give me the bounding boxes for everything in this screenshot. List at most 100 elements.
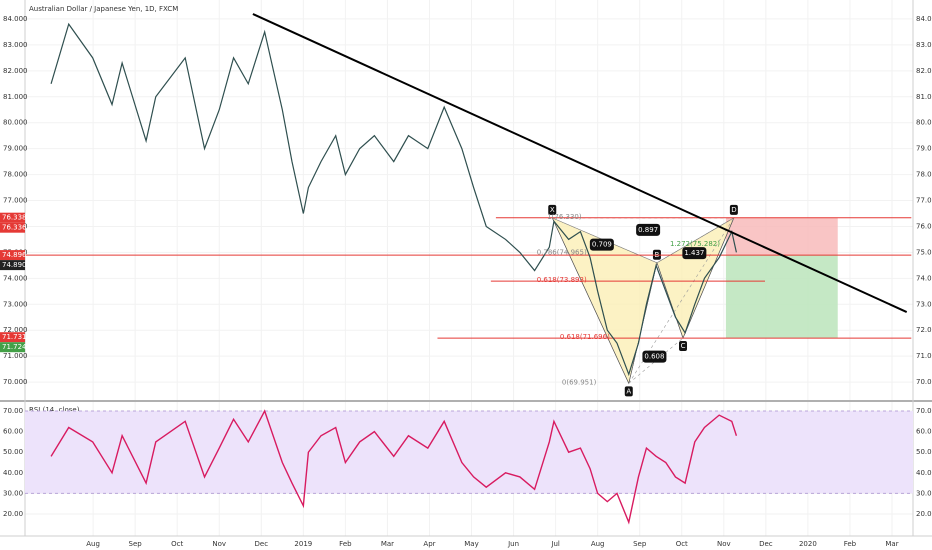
y-tick-label-right: 71.000: [916, 352, 932, 360]
y-tick-label-right: 70.000: [916, 378, 932, 386]
y-tick-label-right: 72.000: [916, 326, 932, 334]
x-tick-label: Mar: [381, 540, 394, 548]
y-tick-label: 70.00: [3, 407, 23, 415]
chart-title: Australian Dollar / Japanese Yen, 1D, FX…: [29, 5, 178, 13]
fib-label: 0.786(74.965): [537, 249, 587, 257]
x-tick-label: Nov: [717, 540, 731, 548]
pattern-point-box: [624, 386, 633, 397]
y-tick-label-right: 79.000: [916, 145, 932, 153]
fib-label: 1.272(75.282): [670, 240, 720, 248]
y-tick-label-right: 50.00: [916, 448, 932, 456]
ratio-box: [636, 223, 661, 236]
y-tick-label-right: 75.000: [916, 248, 932, 256]
y-tick-label: 84.000: [3, 15, 28, 23]
y-tick-label-right: 76.000: [916, 222, 932, 230]
x-tick-label: Apr: [423, 540, 435, 548]
x-tick-label: 2020: [799, 540, 817, 548]
y-tick-label-right: 84.000: [916, 15, 932, 23]
price-tag: [0, 332, 25, 343]
pattern-point-box: [679, 341, 688, 352]
y-tick-label-right: 30.00: [916, 489, 932, 497]
pattern-point-box: [548, 204, 557, 215]
x-tick-label: Feb: [844, 540, 857, 548]
x-tick-label: Jul: [550, 540, 560, 548]
x-tick-label: Mar: [885, 540, 898, 548]
price-line: [50, 22, 737, 377]
y-tick-label: 80.000: [3, 119, 28, 127]
y-tick-label-right: 80.000: [916, 119, 932, 127]
price-tag: [0, 342, 25, 353]
y-tick-label: 40.00: [3, 469, 23, 477]
x-tick-label: Oct: [171, 540, 183, 548]
y-tick-label: 74.000: [3, 274, 28, 282]
x-tick-label: 2019: [294, 540, 312, 548]
y-tick-label-right: 81.000: [916, 93, 932, 101]
x-tick-label: May: [464, 540, 478, 548]
x-tick-label: Feb: [339, 540, 352, 548]
pattern-point-label: X: [550, 206, 555, 214]
y-tick-label: 83.000: [3, 41, 28, 49]
price-tag-label: 76.338: [2, 214, 27, 222]
fib-label: 0.618(71.696): [560, 333, 610, 341]
fib-label: 0(69.951): [562, 378, 597, 386]
price-tag-label: 71.731: [2, 333, 27, 341]
rsi-line: [50, 409, 738, 525]
ratio-label: 1.437: [684, 249, 704, 257]
fib-label: 1(76.330): [547, 213, 582, 221]
trendline: [252, 13, 908, 313]
y-tick-label-right: 60.00: [916, 428, 932, 436]
x-tick-label: Dec: [255, 540, 269, 548]
x-tick-label: Oct: [676, 540, 688, 548]
pattern-point-label: D: [731, 206, 736, 214]
rsi-band: [25, 411, 913, 494]
x-tick-label: Jun: [507, 540, 519, 548]
y-tick-label: 82.000: [3, 67, 28, 75]
price-tag: [0, 222, 25, 233]
y-tick-label-right: 20.00: [916, 510, 932, 518]
stop-zone: [725, 217, 838, 256]
pattern-point-label: A: [626, 387, 631, 395]
y-tick-label: 60.00: [3, 428, 23, 436]
y-tick-label: 81.000: [3, 93, 28, 101]
ratio-box: [642, 350, 667, 363]
target-zone: [725, 255, 838, 339]
price-tag: [0, 212, 25, 223]
x-tick-label: Dec: [759, 540, 773, 548]
y-tick-label: 79.000: [3, 145, 28, 153]
x-tick-label: Sep: [633, 540, 647, 548]
y-tick-label-right: 74.000: [916, 274, 932, 282]
y-tick-label-right: 77.000: [916, 197, 932, 205]
ratio-box: [682, 247, 707, 260]
y-tick-label: 70.000: [3, 378, 28, 386]
y-tick-label: 30.00: [3, 489, 23, 497]
y-tick-label-right: 70.00: [916, 407, 932, 415]
price-tag: [0, 260, 25, 271]
y-tick-label-right: 82.000: [916, 67, 932, 75]
x-tick-label: Aug: [591, 540, 605, 548]
pattern-point-label: C: [681, 342, 686, 350]
price-tag-label: 71.724: [2, 343, 27, 351]
y-tick-label: 71.000: [3, 352, 28, 360]
price-tag-label: 76.336: [2, 224, 27, 232]
fib-label: 0.618(73.893): [537, 276, 587, 284]
y-tick-label-right: 40.00: [916, 469, 932, 477]
price-tag-label: 74.890: [2, 261, 27, 269]
y-tick-label: 50.00: [3, 448, 23, 456]
x-tick-label: Sep: [129, 540, 143, 548]
y-tick-label-right: 78.000: [916, 171, 932, 179]
y-tick-label: 77.000: [3, 197, 28, 205]
pattern-point-box: [729, 204, 738, 215]
y-tick-label: 20.00: [3, 510, 23, 518]
x-tick-label: Nov: [212, 540, 226, 548]
y-tick-label: 73.000: [3, 300, 28, 308]
ratio-label: 0.709: [592, 241, 612, 249]
price-tag: [0, 250, 25, 261]
y-tick-label: 72.000: [3, 326, 28, 334]
y-tick-label-right: 83.000: [916, 41, 932, 49]
x-tick-label: Aug: [86, 540, 100, 548]
y-tick-label-right: 73.000: [916, 300, 932, 308]
price-tag-label: 74.896: [2, 251, 27, 259]
rsi-title: RSI (14, close): [29, 406, 80, 414]
ratio-box: [589, 238, 614, 251]
